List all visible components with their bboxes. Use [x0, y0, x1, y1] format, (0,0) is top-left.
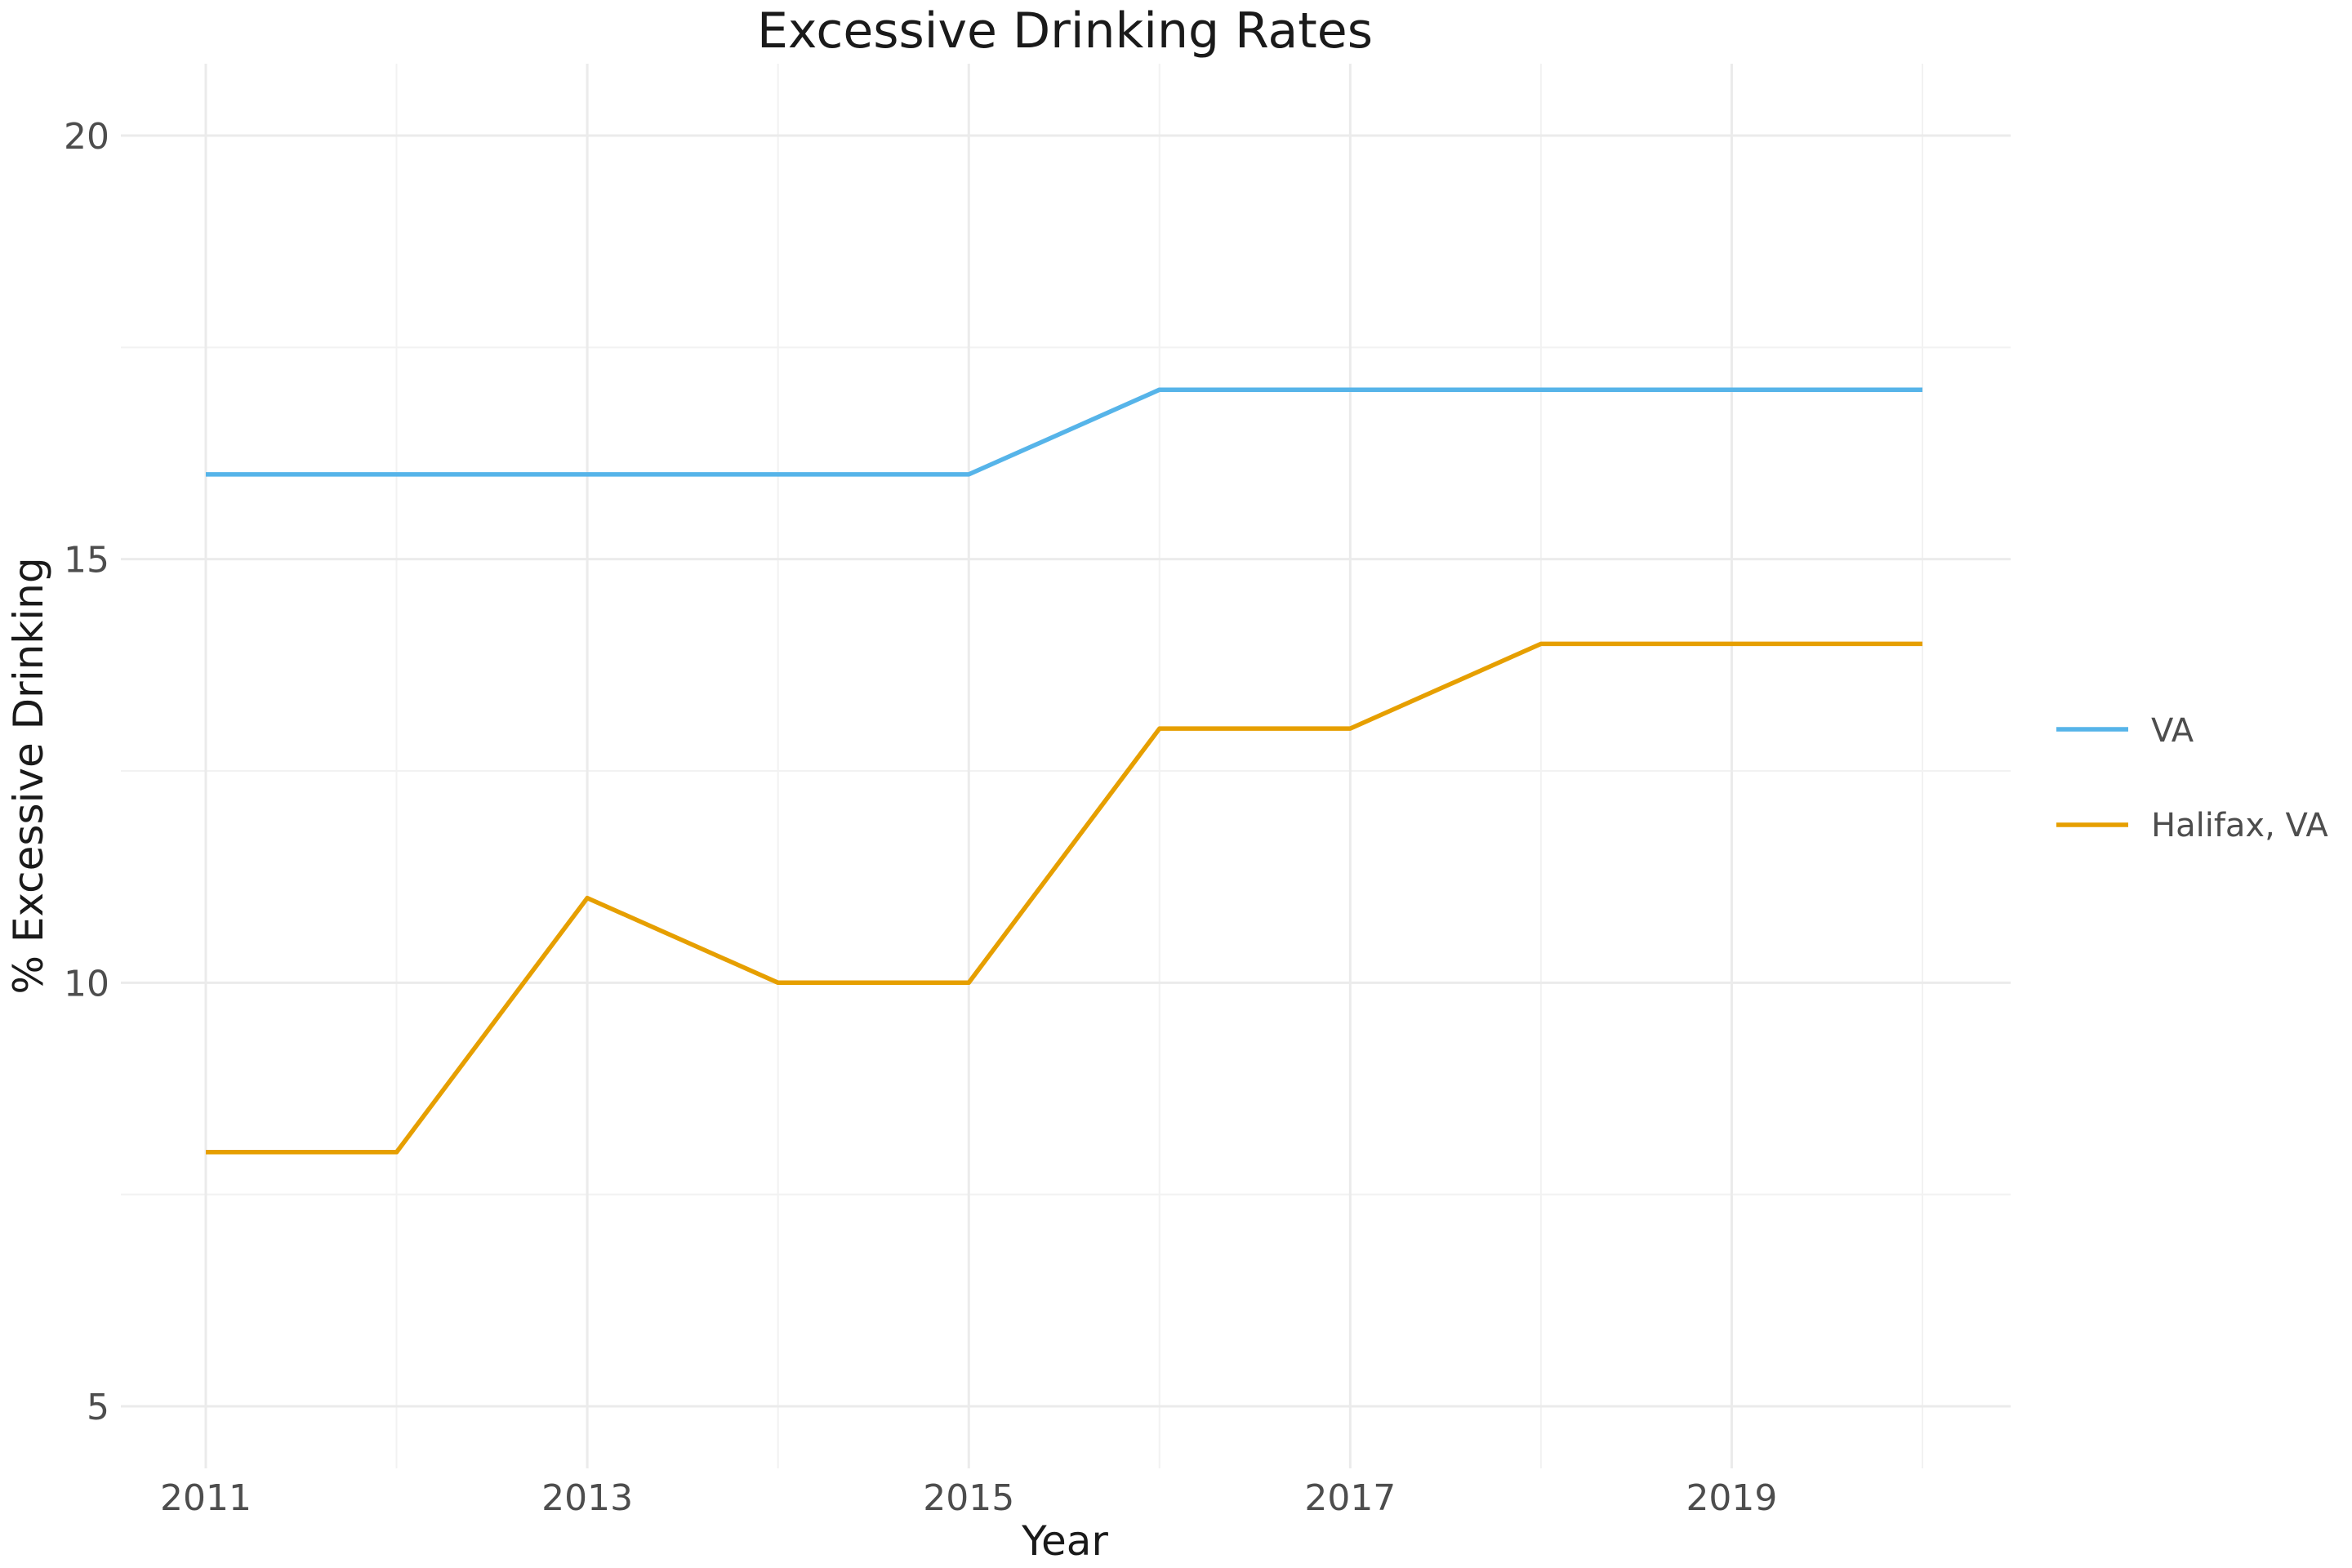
x-tick-label: 2017 [1304, 1477, 1396, 1519]
legend: VA Halifax, VA [2056, 712, 2328, 844]
y-axis-ticks: 5 10 15 20 [64, 116, 109, 1428]
x-axis-label: Year [1021, 1517, 1108, 1565]
x-tick-label: 2011 [160, 1477, 252, 1519]
y-tick-label: 10 [64, 963, 109, 1004]
x-axis-ticks: 2011 2013 2015 2017 2019 [160, 1477, 1777, 1519]
series-lines [206, 387, 1922, 1155]
y-tick-label: 5 [87, 1387, 109, 1428]
grid [121, 64, 2011, 1468]
y-tick-label: 15 [64, 540, 109, 581]
y-axis-label: % Excessive Drinking [5, 557, 52, 994]
y-tick-label: 20 [64, 116, 109, 158]
chart-title: Excessive Drinking Rates [757, 2, 1373, 60]
legend-label-halifax: Halifax, VA [2151, 807, 2328, 844]
x-tick-label: 2013 [541, 1477, 633, 1519]
x-tick-label: 2019 [1686, 1477, 1777, 1519]
series-line-halifax-va [206, 641, 1922, 1155]
series-line-va [206, 387, 1922, 477]
x-tick-label: 2015 [923, 1477, 1014, 1519]
legend-label-va: VA [2151, 712, 2194, 750]
